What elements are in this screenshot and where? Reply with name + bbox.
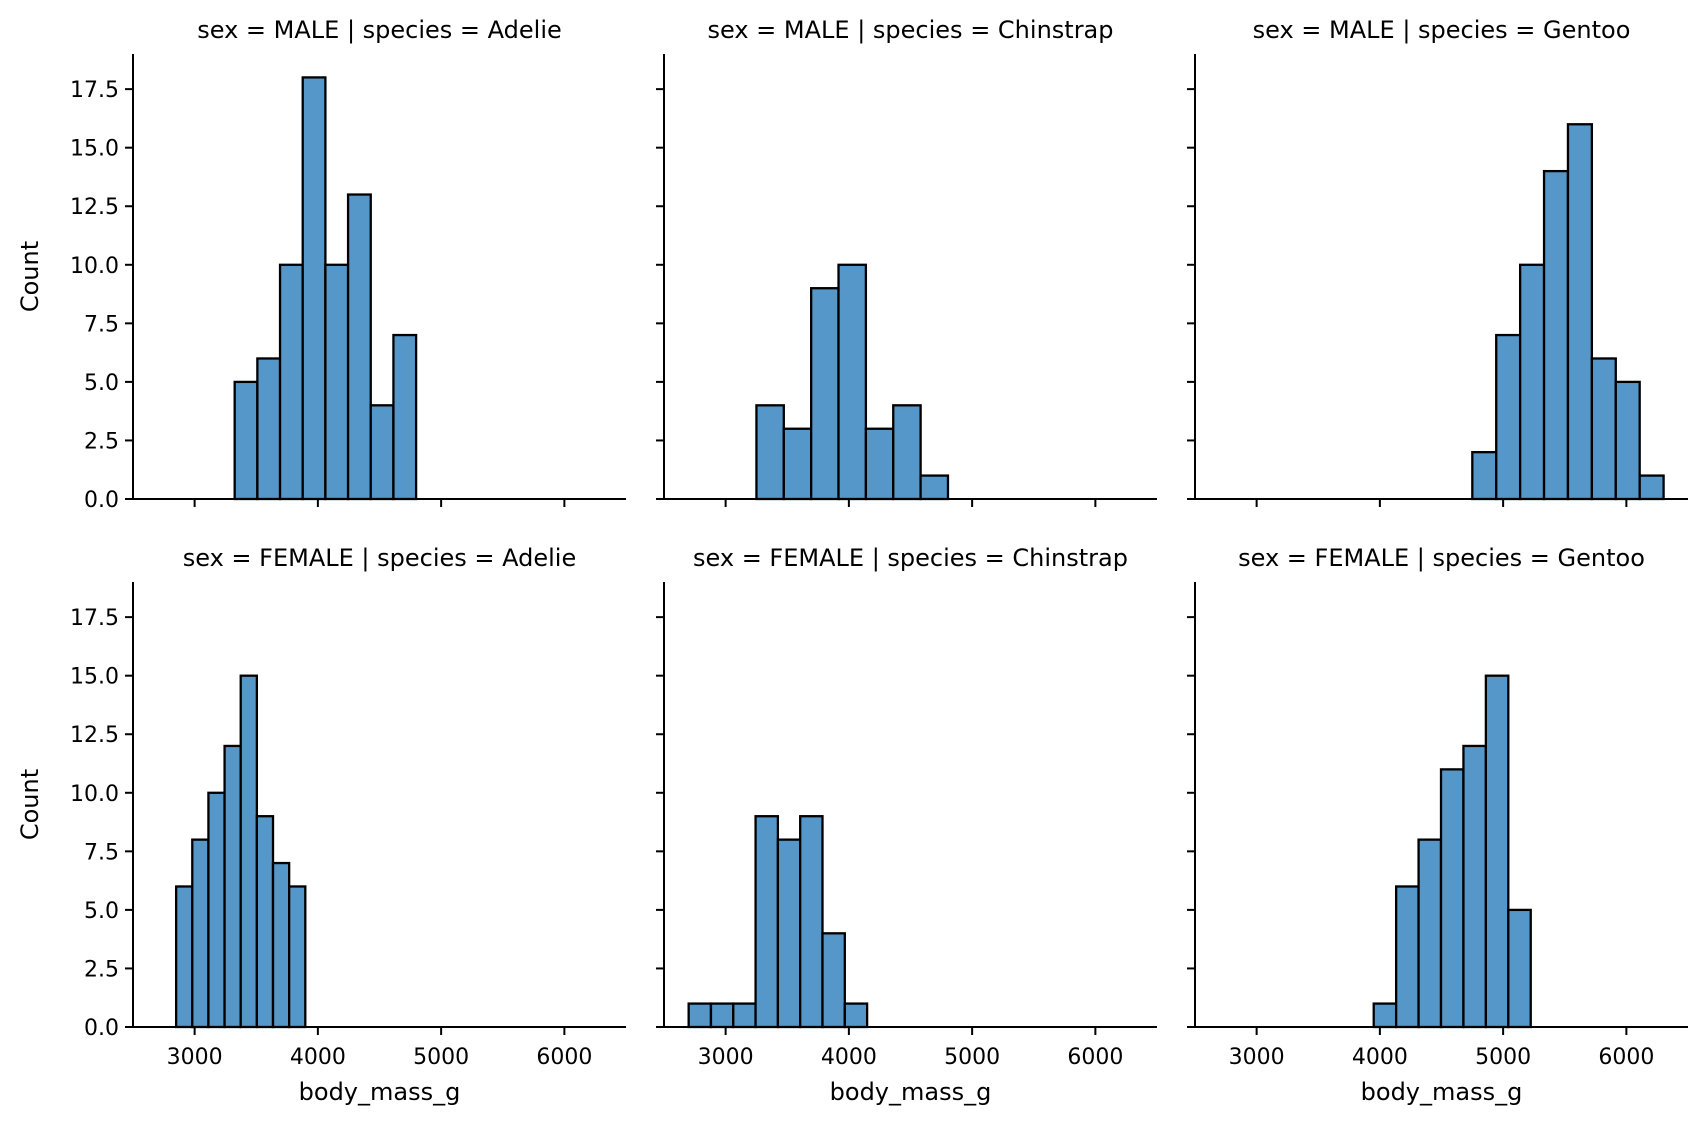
histogram-bar [346,193,372,501]
histogram-bar [709,1002,735,1029]
histogram-bar [1484,674,1510,1029]
histogram-bar [892,404,922,501]
histogram-bar [174,885,194,1029]
histogram-bar [919,474,950,501]
x-tick-label: 4000 [1352,1045,1408,1070]
facet-panel: sex = FEMALE | species = Chinstrap 3000 40… [656,544,1157,1106]
panel-title: sex = FEMALE | species = Chinstrap [693,544,1128,572]
x-tick-label: 3000 [698,1045,754,1070]
histogram-bar [799,815,824,1029]
histogram-bar [810,287,840,501]
histogram-bar [754,815,780,1029]
histogram-bar [864,427,895,501]
histogram-bar [1614,380,1641,501]
y-tick-label: 10.0 [70,782,119,807]
histogram-bar [271,861,291,1029]
x-tick-label: 5000 [944,1045,1000,1070]
panel-title: sex = MALE | species = Chinstrap [708,16,1114,44]
histogram-bar [1638,474,1665,501]
histogram-bar [837,263,868,501]
histogram-bar [843,1002,869,1029]
facet-panel: sex = FEMALE | species = Adelie 0.0 2.5 5.0… [16,544,626,1106]
histogram-bar [1566,123,1594,501]
x-tick-label: 6000 [536,1045,592,1070]
y-tick-label: 0.0 [84,1016,119,1041]
histogram-bar [223,744,242,1029]
histogram-bar [233,380,259,501]
histogram-bar [301,76,327,501]
facet-panel: sex = MALE | species = Gentoo [1187,16,1688,507]
x-tick-label: 6000 [1067,1045,1123,1070]
y-tick-label: 2.5 [84,429,119,454]
y-tick-label: 12.5 [70,723,119,748]
histogram-bar [1507,908,1532,1029]
histogram-bar [392,333,418,501]
histogram-bar [782,427,813,501]
histogram-bar [776,838,802,1029]
x-tick-label: 3000 [167,1045,223,1070]
panel-title: sex = FEMALE | species = Adelie [183,544,577,572]
x-tick-label: 5000 [413,1045,469,1070]
histogram-bar [1518,263,1546,501]
histogram-bar [207,791,226,1029]
histogram-bar [755,404,785,501]
x-axis-label: body_mass_g [1361,1078,1523,1106]
panel-title: sex = FEMALE | species = Gentoo [1238,544,1645,572]
y-tick-label: 12.5 [70,195,119,220]
y-tick-label: 7.5 [84,312,119,337]
histogram-bar [1590,357,1617,501]
histogram-bar [255,815,275,1029]
y-tick-label: 5.0 [84,371,119,396]
facet-panel: sex = MALE | species = Adelie 0.0 2.5 5.0 7.… [16,16,626,513]
histogram-bar [369,404,395,501]
histogram-bar [1462,744,1488,1029]
y-tick-label: 17.5 [70,606,119,631]
y-tick-label: 17.5 [70,78,119,103]
y-tick-label: 15.0 [70,665,119,690]
histogram-bar [191,838,210,1029]
y-tick-label: 15.0 [70,137,119,162]
histogram-bar [1439,768,1465,1029]
histogram-bar [1471,451,1498,501]
x-tick-label: 6000 [1598,1045,1654,1070]
histogram-bar [1542,169,1570,501]
y-tick-label: 0.0 [84,488,119,513]
x-tick-label: 3000 [1229,1045,1285,1070]
histogram-bar [687,1002,713,1029]
x-axis-label: body_mass_g [299,1078,461,1106]
histogram-bar [278,263,304,501]
y-tick-label: 5.0 [84,899,119,924]
panel-title: sex = MALE | species = Gentoo [1253,16,1631,44]
histogram-bar [1394,885,1420,1029]
histogram-bar [732,1002,757,1029]
x-tick-label: 5000 [1475,1045,1531,1070]
histogram-bar [239,674,259,1029]
y-axis-label: Count [16,241,44,312]
panel-title: sex = MALE | species = Adelie [197,16,562,44]
histogram-bar [256,357,282,501]
y-tick-label: 7.5 [84,840,119,865]
histogram-bar [821,932,846,1029]
facet-panel: sex = MALE | species = Chinstrap [656,16,1157,507]
histogram-bar [1417,838,1443,1029]
histogram-bar [288,885,307,1029]
x-axis-label: body_mass_g [830,1078,992,1106]
y-axis-label: Count [16,769,44,840]
x-tick-label: 4000 [821,1045,877,1070]
y-tick-label: 10.0 [70,254,119,279]
histogram-bar [1495,333,1522,501]
histogram-bar [1372,1002,1398,1029]
histogram-bar [324,263,350,501]
y-tick-label: 2.5 [84,957,119,982]
facet-panel: sex = FEMALE | species = Gentoo 3000 4000 5… [1187,544,1688,1106]
x-tick-label: 4000 [290,1045,346,1070]
